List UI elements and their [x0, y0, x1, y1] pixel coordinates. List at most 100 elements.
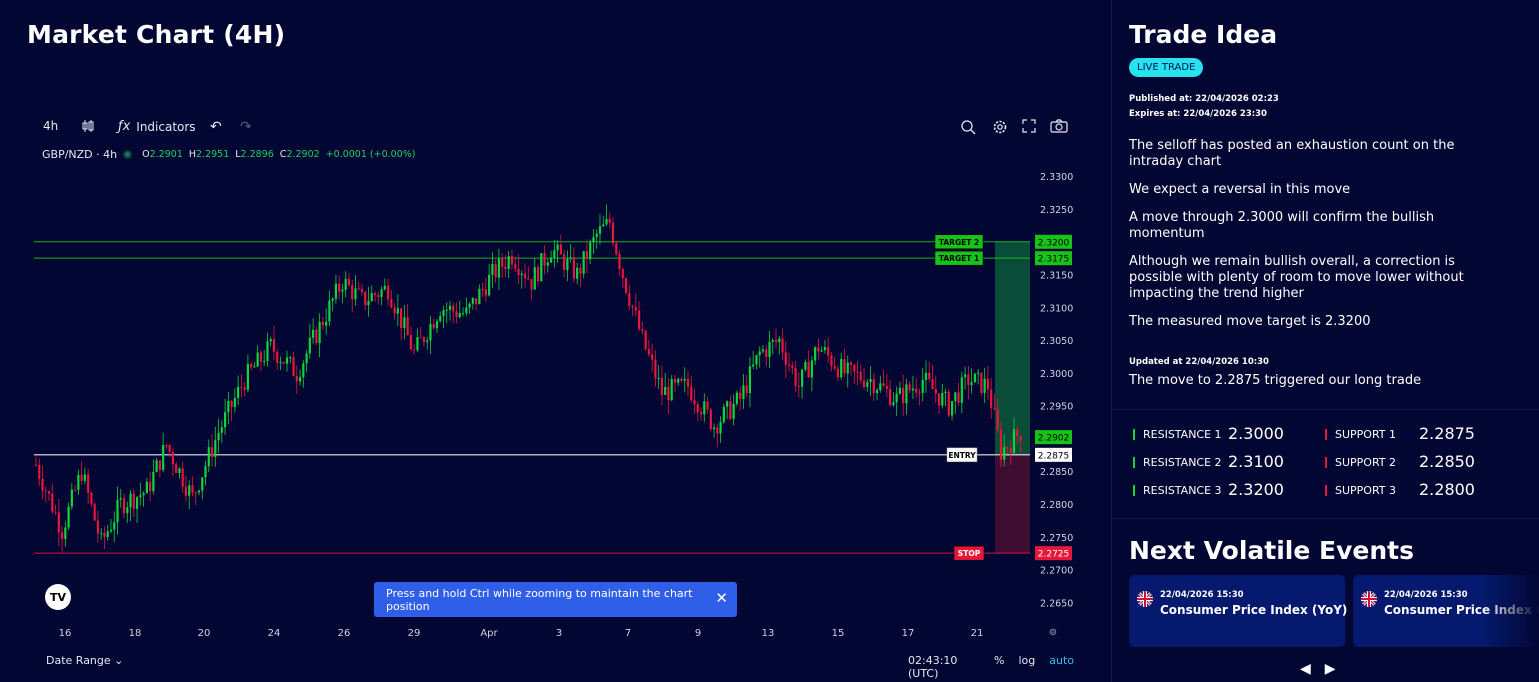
candle-body	[579, 267, 582, 274]
candle-body	[823, 347, 827, 351]
next-arrow-icon[interactable]: ▶	[1324, 661, 1336, 677]
candle-body	[911, 388, 915, 391]
candle-body	[347, 278, 351, 286]
candle-body	[318, 321, 321, 344]
candle-body	[980, 372, 983, 393]
y-tick-label: 2.2850	[1040, 467, 1073, 478]
indicators-button[interactable]: ƒx Indicators	[118, 119, 196, 134]
candle-body	[445, 309, 448, 311]
redo-icon[interactable]: ↷	[240, 119, 252, 135]
candle-body	[276, 351, 279, 363]
symbol-label[interactable]: GBP/NZD · 4h	[42, 148, 118, 161]
candle-body	[315, 329, 318, 344]
candle-body	[357, 288, 360, 290]
candle-body	[937, 393, 941, 406]
chart-canvas[interactable]: 2.3300 2.3250 2.3150 2.3100 2.3050 2.3000 2.29…	[34, 110, 1074, 675]
candle-body	[660, 378, 664, 395]
camera-icon[interactable]	[1050, 119, 1068, 133]
prev-arrow-icon[interactable]: ◀	[1300, 661, 1311, 677]
candle-body	[559, 244, 562, 255]
candle-body	[426, 340, 429, 342]
candle-body	[119, 498, 122, 500]
candle-body	[722, 406, 725, 423]
auto-scale-toggle[interactable]: auto	[1049, 654, 1074, 667]
candle-body	[794, 367, 797, 386]
interval-button[interactable]: 4h	[43, 119, 59, 133]
y-tick-label: 2.3300	[1040, 172, 1073, 183]
level-tag-text: TARGET 1	[939, 254, 979, 263]
log-scale-toggle[interactable]: log	[1018, 654, 1036, 667]
candle-body	[611, 222, 615, 244]
candle-body	[155, 460, 158, 472]
zoom-icon[interactable]	[960, 119, 976, 135]
candle-body	[34, 464, 38, 466]
candle-body	[403, 317, 406, 329]
date-range-button[interactable]: Date Range ⌄	[46, 654, 124, 667]
candle-body	[448, 305, 452, 310]
candle-body	[295, 375, 298, 382]
level-tag-text: ENTRY	[948, 451, 976, 460]
candle-body	[1019, 435, 1022, 441]
candle-body	[843, 359, 846, 374]
candle-body	[641, 329, 644, 331]
candle-body	[142, 493, 145, 496]
chart-panel[interactable]: 2.3300 2.3250 2.3150 2.3100 2.3050 2.3000 2.29…	[34, 110, 1074, 680]
candle-body	[758, 351, 761, 356]
axis-settings-icon: ⊚	[1049, 627, 1057, 638]
tradingview-logo-icon[interactable]: TV	[45, 584, 71, 610]
candle-body	[918, 392, 921, 394]
candle-body	[869, 379, 872, 383]
candle-body	[497, 258, 501, 278]
candle-body	[745, 385, 748, 394]
candle-body	[47, 491, 51, 494]
candle-body	[983, 378, 986, 393]
candle-body	[210, 447, 214, 457]
carousel-arrows: ◀ ▶	[1300, 661, 1336, 677]
current-price-text: 2.2902	[1038, 434, 1070, 444]
candle-body	[57, 512, 60, 533]
event-datetime: 22/04/2026 15:30	[1160, 590, 1244, 600]
candle-body	[879, 383, 882, 391]
candle-body	[87, 474, 90, 493]
candle-body	[354, 288, 357, 300]
candle-body	[181, 468, 184, 487]
candle-body	[106, 531, 109, 537]
live-trade-badge: LIVE TRADE	[1129, 58, 1204, 77]
resistance-1: RESISTANCE 1 2.3000	[1133, 424, 1284, 443]
candle-body	[393, 307, 396, 314]
candle-body	[338, 283, 341, 292]
candle-body	[298, 377, 302, 382]
candle-body	[432, 323, 435, 329]
candle-body	[237, 386, 240, 398]
candle-body	[435, 321, 439, 329]
y-tick-label: 2.2650	[1040, 598, 1073, 609]
candle-body	[51, 493, 54, 512]
undo-icon[interactable]: ↶	[210, 119, 222, 135]
level-tag-text: STOP	[958, 549, 981, 558]
candle-body	[230, 400, 233, 408]
candle-body	[367, 301, 370, 306]
event-card[interactable]: 22/04/2026 15:30 Consumer Price Index (Y…	[1129, 575, 1347, 647]
candle-body	[468, 303, 471, 308]
close-icon[interactable]: ✕	[715, 589, 728, 607]
candle-body	[628, 292, 631, 306]
price-axis-tag-text: 2.2725	[1038, 550, 1070, 560]
candles-icon[interactable]	[81, 119, 95, 133]
fullscreen-icon[interactable]	[1022, 119, 1036, 133]
candle-body	[370, 293, 373, 302]
candle-body	[475, 298, 478, 305]
gear-icon[interactable]	[992, 119, 1008, 135]
candle-body	[664, 387, 667, 395]
candle-body	[93, 503, 96, 521]
percent-scale-toggle[interactable]: %	[994, 654, 1005, 667]
candle-body	[970, 382, 973, 386]
candle-body	[285, 357, 289, 364]
candle-body	[999, 429, 1003, 460]
candle-body	[517, 268, 520, 276]
candle-body	[536, 267, 540, 282]
analysis-paragraph: The measured move target is 2.3200	[1129, 314, 1371, 329]
y-tick-label: 2.3000	[1040, 369, 1073, 380]
candle-body	[325, 321, 328, 326]
event-datetime: 22/04/2026 15:30	[1384, 590, 1468, 600]
candles-group	[34, 204, 1022, 553]
